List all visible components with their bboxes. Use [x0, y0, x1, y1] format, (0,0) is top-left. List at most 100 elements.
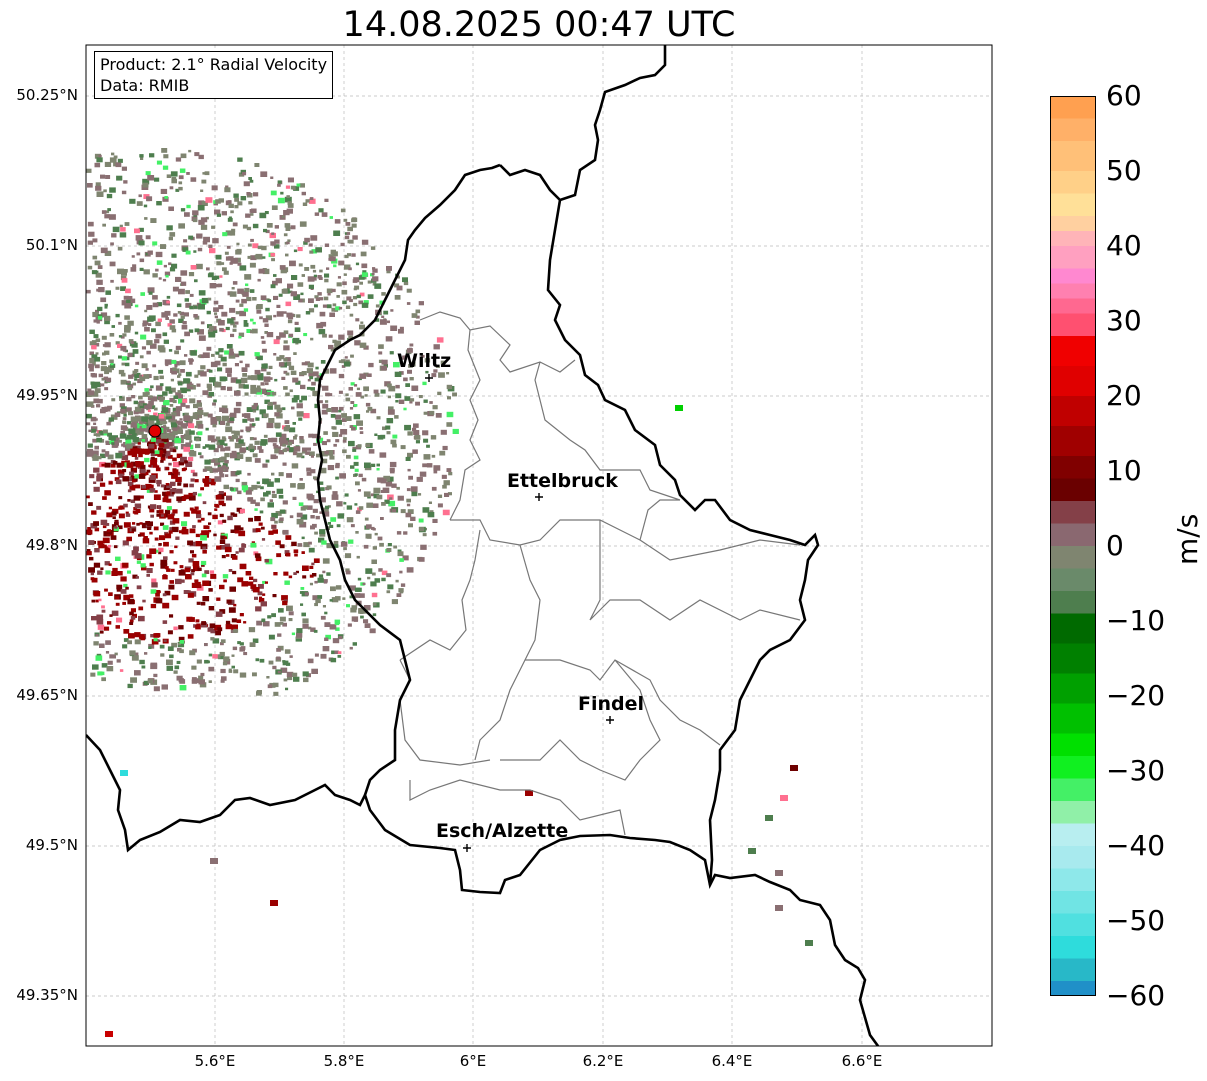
city-markers [425, 374, 614, 852]
radar-echo-cell [139, 522, 143, 525]
radar-echo-cell [156, 260, 163, 265]
radar-echo-cell [95, 182, 101, 187]
radar-echo-cell [93, 319, 98, 323]
radar-echo-cell [331, 650, 336, 655]
radar-echo-cell [159, 398, 164, 402]
radar-echo-cell [351, 217, 358, 222]
radar-echo-cell [147, 484, 154, 490]
radar-echo-cell [218, 305, 224, 310]
radar-echo-cell [239, 563, 247, 570]
radar-echo-cell [126, 462, 134, 468]
radar-echo-cell [241, 413, 247, 417]
radar-echo-cell [436, 337, 444, 343]
radar-echo-cell [310, 525, 315, 530]
radar-echo-cell [155, 598, 163, 604]
radar-echo-cell [166, 483, 173, 488]
radar-echo-cell [312, 276, 317, 281]
radar-echo-cell [128, 432, 134, 437]
radar-echo-cell [91, 354, 98, 359]
radar-echo-cell [141, 424, 147, 429]
radar-echo-cell [335, 476, 339, 480]
radar-echo-cell [372, 546, 377, 550]
radar-echo-cell [189, 293, 194, 297]
radar-echo-cell [234, 390, 241, 396]
radar-echo-cell [233, 407, 241, 414]
lat-label: 50.1°N [25, 236, 78, 254]
radar-echo-cell [238, 439, 244, 444]
radar-echo-cell [176, 303, 182, 308]
radar-echo-cell [271, 472, 275, 476]
radar-echo-cell [104, 588, 108, 592]
radar-echo-cell [177, 482, 182, 486]
radar-echo-cell [213, 307, 219, 312]
radar-echo-cell [138, 240, 145, 246]
radar-echo-cell [347, 330, 354, 336]
radar-echo-cell [120, 335, 125, 339]
radar-echo-cell [143, 204, 148, 208]
radar-echo-cell [163, 639, 167, 642]
radar-echo-cell [155, 465, 160, 469]
radar-echo-cell [167, 646, 174, 651]
radar-echo-cell [410, 516, 416, 521]
radar-echo-cell [301, 274, 305, 277]
radar-echo-cell [229, 307, 236, 313]
radar-echo-cell [188, 492, 193, 497]
radar-echo-cell [331, 407, 339, 413]
radar-echo-cell [144, 217, 148, 220]
radar-echo-cell [163, 494, 169, 499]
radar-echo-cell [270, 284, 276, 289]
radar-echo-cell [166, 225, 173, 231]
radar-echo-cell [447, 492, 452, 496]
radar-echo-cell [319, 467, 327, 474]
radar-echo-cell [200, 321, 205, 325]
radar-echo-cell [344, 356, 348, 359]
radar-echo-cell [112, 508, 119, 514]
radar-echo-cell [202, 501, 207, 505]
radar-echo-cell [412, 449, 418, 454]
radar-echo-cell [212, 402, 216, 406]
radar-echo-cell [327, 505, 331, 508]
radar-echo-cell [298, 298, 303, 303]
radar-echo-cell [143, 421, 147, 424]
radar-echo-cell [372, 528, 376, 531]
radar-echo-cell [237, 490, 242, 495]
radar-echo-cell [136, 585, 142, 590]
radar-echo-cell [239, 265, 247, 271]
radar-echo-cell [381, 365, 387, 371]
radar-echo-cell [410, 486, 418, 492]
radar-echo-cell [344, 235, 350, 240]
radar-echo-cell [261, 245, 267, 251]
radar-echo-cell [132, 574, 138, 579]
radar-echo-cell [287, 676, 293, 681]
radar-echo-cell [291, 632, 296, 636]
radar-echo-cell [100, 247, 108, 254]
colorbar-segment [1050, 703, 1096, 734]
radar-echo-cell [193, 403, 199, 409]
radar-echo-cell [114, 519, 119, 524]
radar-echo-cell [257, 355, 263, 361]
radar-echo-cell [748, 848, 756, 854]
radar-echo-cell [320, 321, 327, 327]
radar-echo-cell [123, 269, 128, 273]
radar-echo-cell [146, 469, 151, 473]
radar-echo-cell [120, 286, 126, 291]
radar-echo-cell [411, 491, 418, 497]
radar-echo-cell [348, 335, 353, 340]
radar-echo-cell [247, 497, 254, 502]
radar-echo-cell [407, 348, 413, 353]
radar-echo-cell [283, 571, 289, 576]
radar-echo-cell [192, 210, 199, 216]
radar-echo-cell [142, 322, 147, 327]
radar-echo-cell [323, 579, 328, 583]
radar-echo-cell [212, 638, 220, 644]
radar-echo-cell [134, 457, 139, 460]
radar-echo-cell [285, 253, 289, 257]
radar-echo-cell [130, 423, 137, 428]
radar-echo-cell [86, 413, 92, 419]
radar-echo-cell [270, 252, 276, 257]
radar-echo-cell [423, 438, 429, 443]
radar-echo-cell [87, 443, 93, 448]
radar-echo-cell [301, 551, 305, 554]
radar-echo-cell [103, 432, 108, 436]
radar-echo-cell [111, 610, 119, 616]
